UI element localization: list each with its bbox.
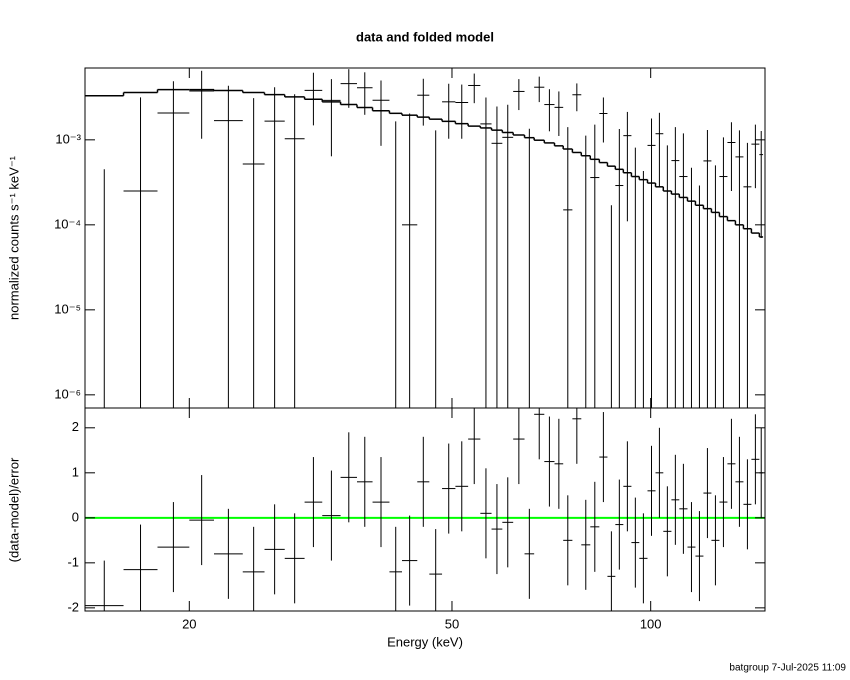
y-axis-label: normalized counts s⁻¹ keV⁻¹ — [6, 155, 21, 320]
bottom-frame — [84, 407, 766, 612]
y-axis-label: (data-model)/error — [6, 457, 21, 562]
axes: 20 50 100 10⁻⁶ 10⁻⁵ 10⁻⁴ 10⁻³ -2 -1 0 1 2 — [54, 68, 765, 631]
y-tick-label: 10⁻⁵ — [54, 301, 81, 316]
y-tick-label: 10⁻⁴ — [54, 216, 81, 231]
footer: batgroup 7-Jul-2025 11:09 — [729, 663, 846, 674]
x-tick-label: 100 — [640, 616, 662, 631]
x-tick-label: 20 — [182, 616, 196, 631]
y-tick-label: 2 — [72, 419, 79, 434]
x-tick-label: 50 — [445, 616, 459, 631]
y-tick-label: -1 — [67, 554, 79, 569]
x-axis-label: Energy (keV) — [387, 634, 463, 649]
y-tick-label: 0 — [72, 509, 79, 524]
residual-plot — [85, 408, 765, 611]
y-tick-label: 10⁻⁶ — [54, 386, 81, 401]
top-plot — [85, 69, 764, 408]
chart-title: data and folded model — [356, 29, 494, 44]
y-tick-label: 10⁻³ — [55, 131, 81, 146]
y-tick-label: 1 — [72, 464, 79, 479]
y-tick-label: -2 — [67, 599, 79, 614]
